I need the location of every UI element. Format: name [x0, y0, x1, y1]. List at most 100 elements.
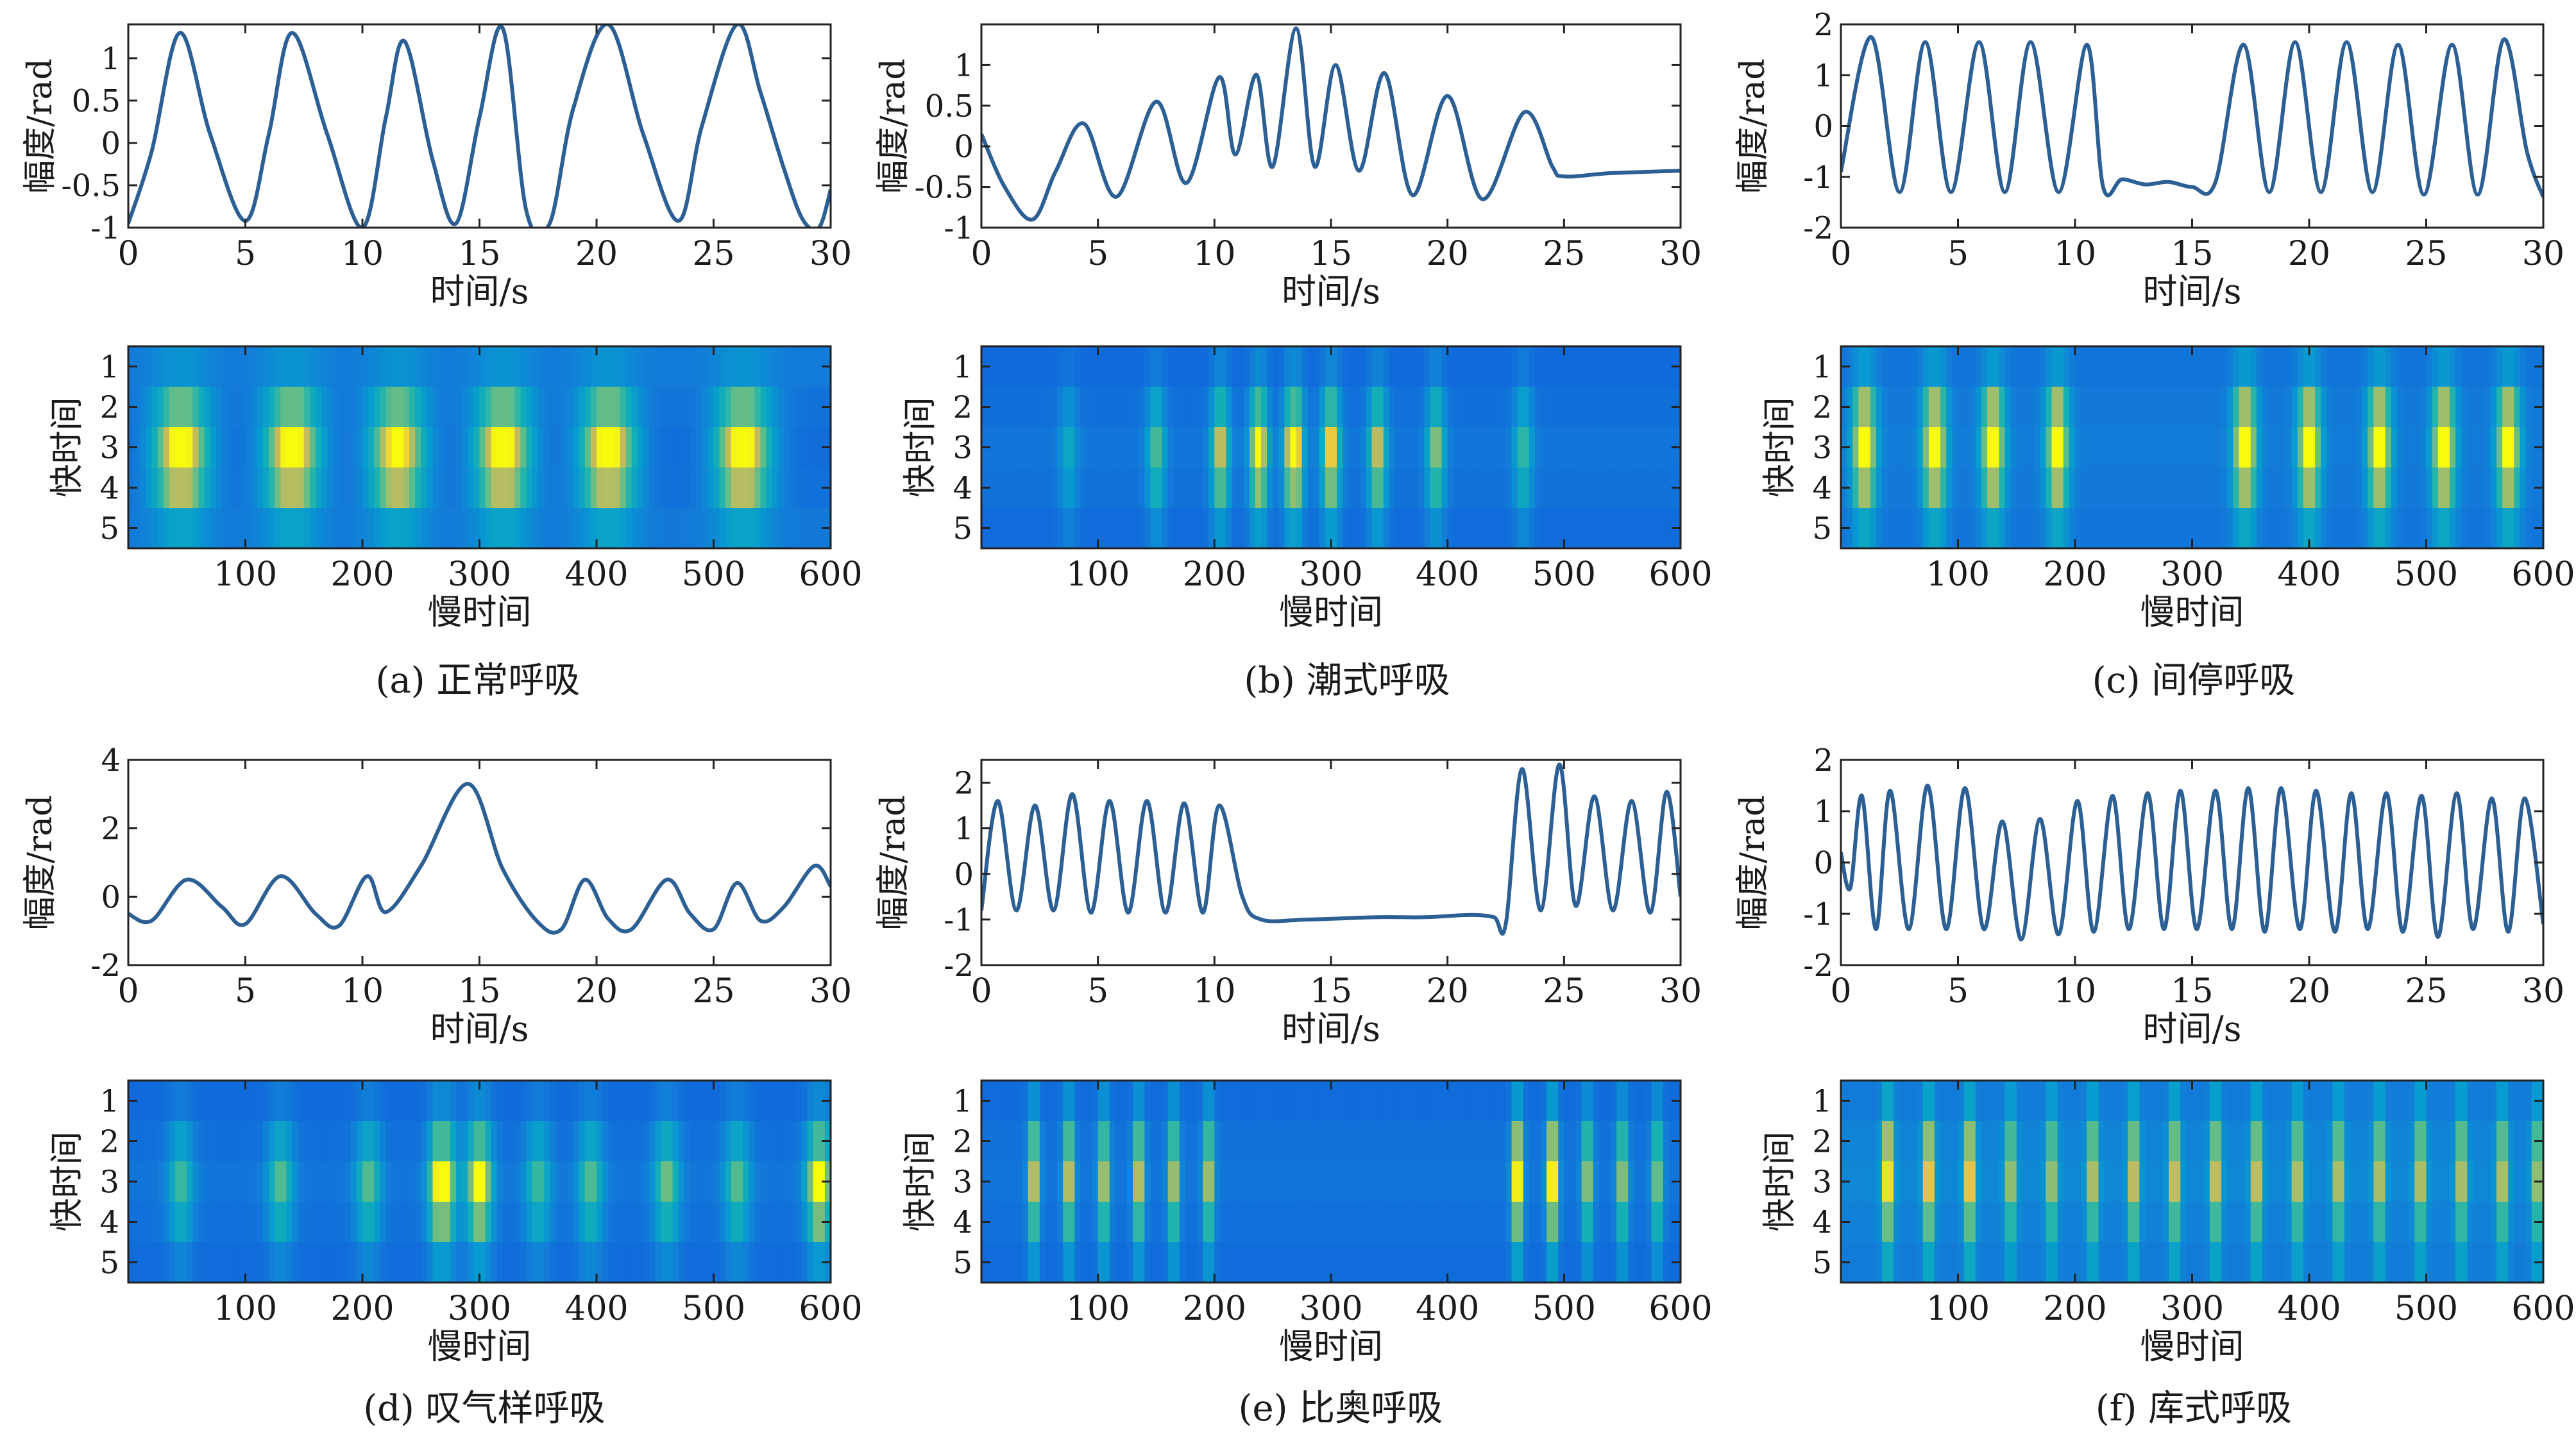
panel-a-heatmap-cell: [316, 427, 322, 468]
panel-b-heatmap-cell: [1453, 427, 1460, 468]
panel-c-heatmap-cell: [2326, 467, 2334, 509]
panel-f-heatmap-cell: [2490, 1161, 2497, 1202]
panel-f-heatmap-cell: [2362, 1161, 2368, 1202]
panel-e-heatmap-cell: [1255, 1242, 1262, 1283]
panel-e-heatmap-cell: [1284, 1161, 1291, 1202]
panel-e-heatmap-cell: [1389, 1202, 1396, 1243]
panel-e-heatmap-cell: [1657, 1121, 1664, 1162]
panel-d-heatmap-cell: [192, 1161, 199, 1202]
panel-f-heatmap-cell: [2356, 1161, 2362, 1202]
panel-c-heatmap-cell: [2075, 467, 2081, 509]
panel-e-heatmap-cell: [1267, 1161, 1273, 1202]
panel-e-heatmap-cell: [1331, 1081, 1337, 1122]
panel-d-heatmap-cell: [181, 1121, 187, 1162]
panel-a-heatmap-cell: [344, 346, 352, 387]
panel-a-heatmap-cell: [473, 387, 480, 428]
panel-b-heatmap-cell: [1203, 467, 1209, 509]
panel-b-heatmap-cell: [1133, 346, 1139, 387]
panel-c-heatmap-cell: [2186, 467, 2193, 509]
panel-e-heatmap-cell: [1663, 1121, 1670, 1162]
panel-c-heatmap-cell: [1963, 508, 1970, 549]
panel-a-wave-ytick-label: 0.5: [72, 83, 121, 119]
panel-a-heatmap-cell: [678, 387, 685, 428]
panel-c-heatmap-cell: [2391, 346, 2398, 387]
panel-e-heatmap-cell: [1377, 1202, 1384, 1243]
panel-d-heatmap-cell: [239, 1081, 246, 1122]
panel-d-heatmap-cell: [813, 1242, 820, 1283]
panel-d-heatmap-cell: [597, 1121, 603, 1162]
panel-f-heatmap-cell: [1981, 1242, 1988, 1283]
panel-f-heatmap-cell: [2233, 1161, 2240, 1202]
panel-b-heatmap-cell: [1348, 346, 1355, 387]
panel-a-heatmap-cell: [532, 387, 539, 428]
panel-f-heatmap-cell: [1911, 1081, 1918, 1122]
panel-d-heatmap-cell: [614, 1081, 621, 1122]
panel-d-heatmap-cell: [421, 1081, 427, 1122]
panel-b-heatmap-cell: [1237, 427, 1244, 468]
panel-c-heatmap-cell: [2046, 427, 2053, 468]
panel-b-heatmap-cell: [1418, 508, 1425, 549]
panel-a-heatmap-cell: [567, 508, 574, 549]
panel-a-heatmap-cell: [350, 467, 357, 509]
panel-c-heatmap-cell: [2479, 387, 2486, 428]
panel-a-heatmap-cell: [432, 387, 439, 428]
panel-b-heatmap-cell: [1348, 508, 1355, 549]
panel-e-heatmap-cell: [1517, 1202, 1524, 1243]
panel-c-heatmap-cell: [1963, 427, 1970, 468]
panel-b-heatmap-cell: [1546, 427, 1553, 468]
panel-a-heatmap-cell: [146, 346, 153, 387]
panel-a-heatmap-cell: [790, 467, 796, 509]
panel-d-wave-xtick-label: 30: [809, 972, 852, 1011]
panel-e-heatmap-cell: [1232, 1161, 1239, 1202]
panel-e-heatmap-cell: [1523, 1202, 1530, 1243]
panel-d-heatmap-cell: [784, 1121, 790, 1162]
panel-f-wave-xtick-label: 10: [2054, 972, 2096, 1011]
panel-d-heatmap-cell: [415, 1202, 421, 1243]
panel-e-heatmap-cell: [1296, 1202, 1303, 1243]
panel-d-heatmap-cell: [760, 1202, 767, 1243]
panel-b-heatmap-cell: [1337, 346, 1343, 387]
panel-e-heatmap-cell: [1267, 1081, 1273, 1122]
panel-d-heatmap-cell: [175, 1081, 182, 1122]
panel-e-heatmap-cell: [1243, 1161, 1250, 1202]
panel-b-heatmap-cell: [1331, 427, 1337, 468]
panel-c-heatmap-cell: [2128, 508, 2134, 549]
panel-f-heatmap-cell: [1928, 1081, 1935, 1122]
panel-f-heatmap-cell: [2010, 1121, 2017, 1162]
panel-a-heatmap-cell: [239, 387, 246, 428]
panel-b-heatmap-cell: [1505, 387, 1513, 428]
panel-f-heatmap-cell: [2344, 1202, 2351, 1243]
panel-f-heatmap-cell: [2250, 1161, 2257, 1202]
panel-f-wave-xtick-label: 0: [1830, 972, 1851, 1011]
panel-c-heatmap-cell: [2467, 346, 2474, 387]
panel-d-heatmap-cell: [181, 1081, 187, 1122]
panel-e-heatmap-cell: [1412, 1242, 1419, 1283]
panel-c-heatmap-cell: [2209, 427, 2216, 468]
panel-f-heatmap-cell: [2022, 1161, 2029, 1202]
panel-c-heatmap-cell: [2034, 508, 2040, 549]
panel-d-heatmap-cell: [749, 1161, 755, 1202]
panel-f-heatmap-cell: [1852, 1242, 1859, 1283]
panel-a-heatmap-cell: [362, 467, 369, 509]
panel-f-heatmap-cell: [1917, 1081, 1924, 1122]
panel-e-heatmap-cell: [1039, 1161, 1046, 1202]
panel-c-heatmap-cell: [2455, 427, 2462, 468]
panel-c-heatmap-cell: [2151, 427, 2158, 468]
panel-a-heat-xtick-label: 500: [682, 555, 745, 594]
panel-c-heatmap-cell: [1888, 387, 1894, 428]
panel-d-heatmap-cell: [561, 1081, 568, 1122]
panel-c-heatmap-cell: [2250, 346, 2257, 387]
panel-a-heatmap-cell: [374, 346, 380, 387]
panel-f-heatmap-cell: [2145, 1242, 2152, 1283]
panel-b-heatmap-cell: [1045, 387, 1052, 428]
panel-c-heatmap-cell: [1975, 387, 1982, 428]
panel-b-heatmap-cell: [1645, 427, 1652, 468]
panel-a-heatmap-cell: [485, 346, 492, 387]
panel-b-heatmap-cell: [1086, 467, 1093, 509]
panel-c-heatmap-cell: [2198, 508, 2205, 549]
panel-e-heatmap-cell: [1407, 1161, 1413, 1202]
panel-f-heatmap-cell: [2385, 1081, 2392, 1122]
panel-b-heatmap-cell: [1552, 387, 1559, 428]
panel-b-heatmap-cell: [1494, 346, 1501, 387]
